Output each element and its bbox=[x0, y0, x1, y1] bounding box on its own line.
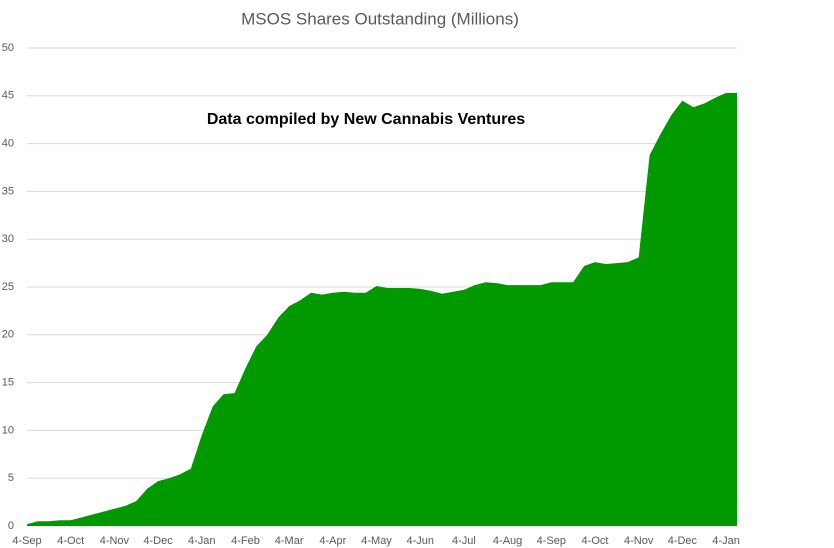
y-tick-label: 10 bbox=[2, 424, 14, 436]
x-tick-label: 4-Sep bbox=[12, 535, 41, 547]
x-tick-label: 4-Oct bbox=[582, 535, 609, 547]
y-tick-label: 30 bbox=[2, 233, 14, 245]
x-tick-label: 4-Sep bbox=[537, 535, 566, 547]
area-layer bbox=[27, 92, 737, 526]
y-tick-label: 50 bbox=[2, 42, 14, 54]
x-tick-label: 4-Jun bbox=[406, 535, 434, 547]
x-tick-label: 4-Jan bbox=[188, 535, 216, 547]
x-tick-label: 4-Jul bbox=[452, 535, 476, 547]
y-tick-label: 15 bbox=[2, 377, 14, 389]
x-tick-label: 4-Feb bbox=[231, 535, 260, 547]
y-tick-label: 25 bbox=[2, 281, 14, 293]
area bbox=[27, 92, 737, 526]
x-tick-label: 4-May bbox=[361, 535, 392, 547]
x-tick-label: 4-Jan bbox=[712, 535, 740, 547]
y-tick-label: 0 bbox=[8, 520, 14, 532]
x-tick-label: 4-Dec bbox=[143, 535, 173, 547]
x-tick-label: 4-Mar bbox=[275, 535, 304, 547]
y-tick-label: 20 bbox=[2, 329, 14, 341]
y-tick-label: 45 bbox=[2, 90, 14, 102]
x-tick-label: 4-Oct bbox=[57, 535, 84, 547]
chart-title: MSOS Shares Outstanding (Millions) bbox=[241, 9, 519, 28]
x-tick-label: 4-Nov bbox=[624, 535, 654, 547]
y-tick-label: 35 bbox=[2, 185, 14, 197]
x-tick-label: 4-Aug bbox=[493, 535, 522, 547]
y-tick-label: 40 bbox=[2, 138, 14, 150]
x-tick-label: 4-Dec bbox=[668, 535, 698, 547]
y-tick-label: 5 bbox=[8, 472, 14, 484]
x-tick-label: 4-Nov bbox=[100, 535, 130, 547]
x-tick-label: 4-Apr bbox=[319, 535, 346, 547]
annotation: Data compiled by New Cannabis Ventures bbox=[207, 111, 525, 128]
